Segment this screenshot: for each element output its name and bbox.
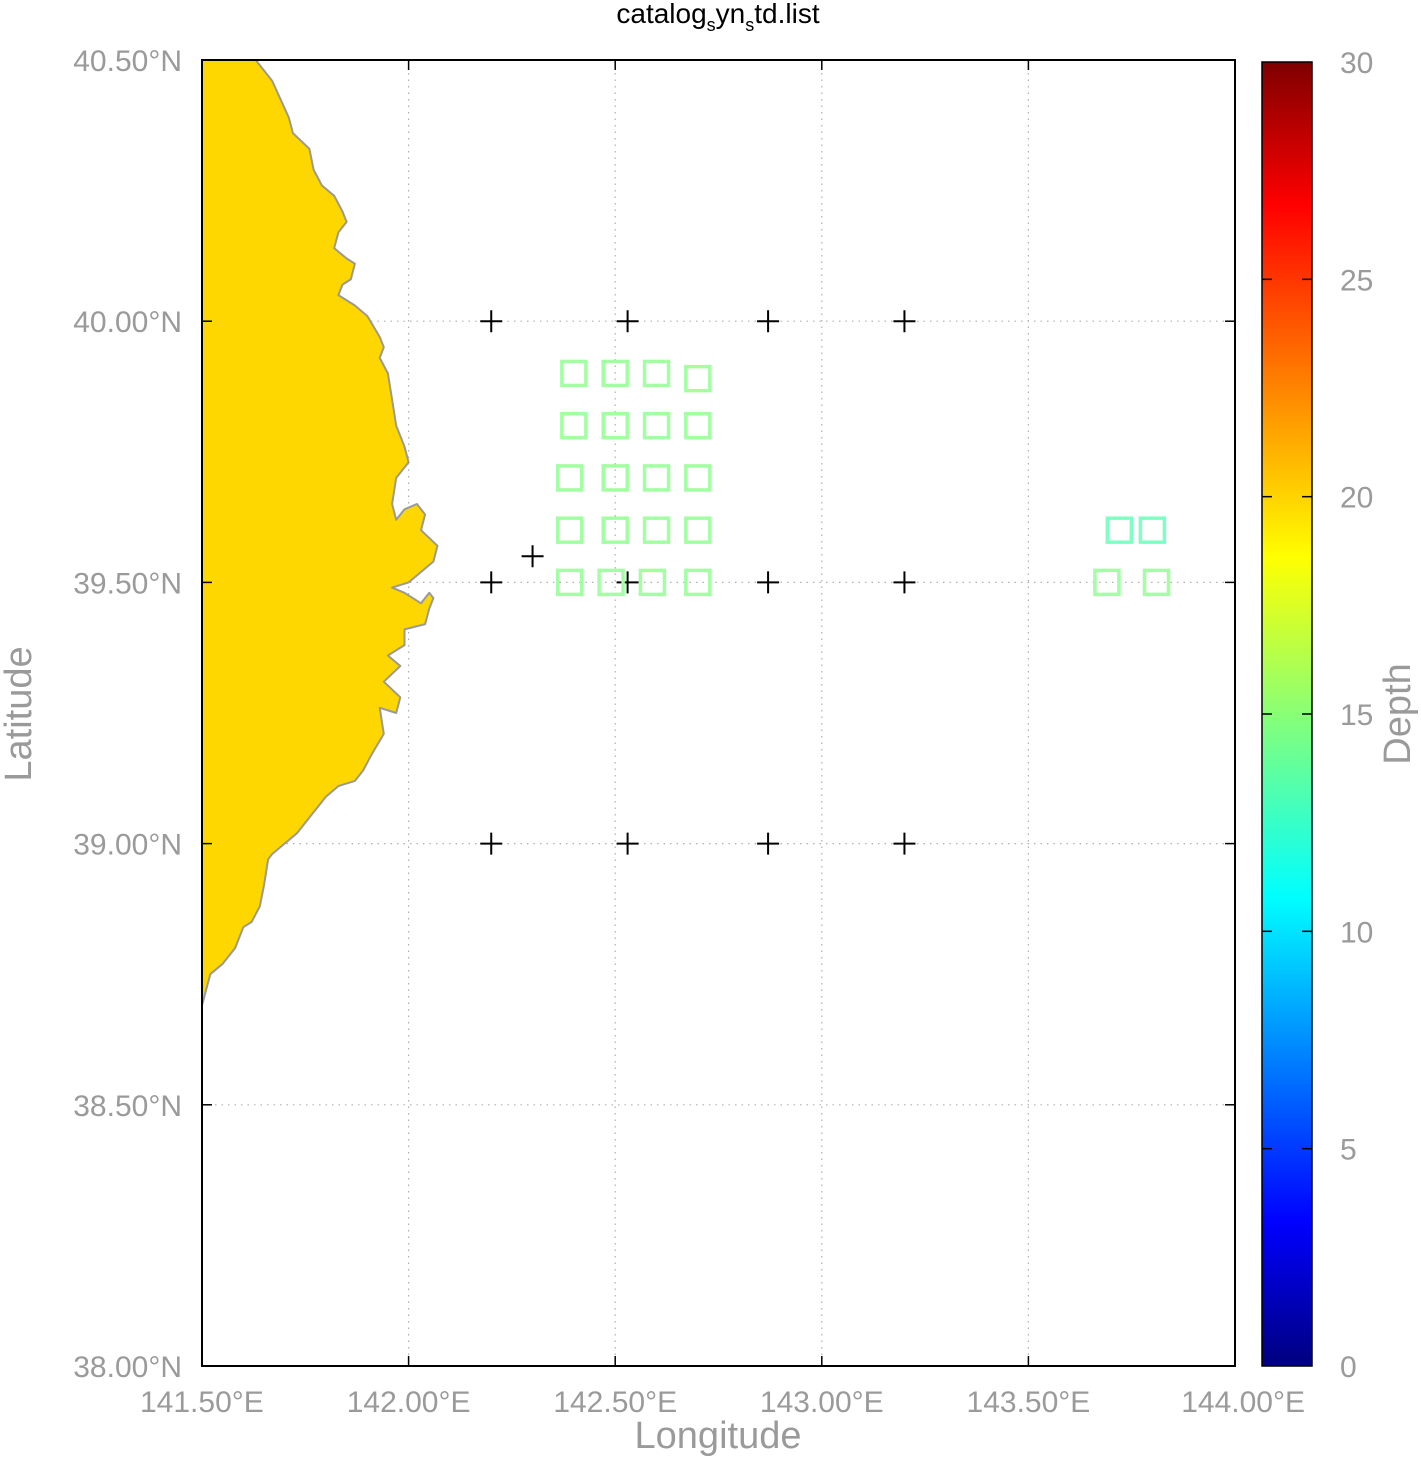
x-tick-label: 142.00°E — [347, 1386, 471, 1419]
colorbar-tick-label: 10 — [1340, 916, 1373, 949]
event-marker — [597, 568, 625, 597]
event-marker — [1142, 568, 1171, 597]
station-marker — [616, 832, 639, 855]
land-area — [202, 60, 439, 1025]
event-markers — [555, 359, 1171, 597]
coastline-layer — [202, 60, 439, 1025]
event-marker — [1138, 516, 1167, 544]
y-tick-label: 40.00°N — [73, 306, 182, 339]
colorbar-tick-label: 30 — [1340, 47, 1373, 80]
station-marker — [893, 310, 916, 333]
x-axis-title: Longitude — [635, 1415, 802, 1457]
event-marker — [555, 464, 584, 492]
station-marker — [480, 571, 503, 594]
event-marker — [1105, 516, 1134, 544]
x-tick-label: 143.00°E — [760, 1386, 884, 1419]
y-axis-title: Latitude — [0, 646, 40, 781]
y-tick-label: 39.50°N — [73, 567, 182, 600]
station-marker — [893, 571, 916, 594]
event-marker — [684, 411, 712, 440]
event-marker — [638, 568, 667, 597]
chart-title: catalogsynstd.list — [616, 0, 819, 35]
colorbar-tick-label: 20 — [1340, 482, 1373, 515]
x-tick-label: 141.50°E — [140, 1386, 264, 1419]
y-tick-label: 38.50°N — [73, 1090, 182, 1123]
event-marker — [601, 516, 629, 544]
station-markers — [480, 310, 916, 855]
station-marker — [616, 310, 639, 333]
colorbar-tick-label: 25 — [1340, 264, 1373, 297]
event-marker — [601, 464, 629, 492]
event-marker — [642, 411, 671, 440]
event-marker — [642, 464, 671, 492]
event-marker — [555, 516, 584, 544]
station-marker — [480, 832, 503, 855]
event-marker — [684, 516, 712, 544]
event-marker — [642, 516, 671, 544]
y-tick-label: 39.00°N — [73, 829, 182, 862]
station-marker — [616, 571, 639, 594]
colorbar-tick-label: 0 — [1340, 1351, 1357, 1384]
colorbar-tick-label: 15 — [1340, 699, 1373, 732]
event-marker — [684, 364, 712, 393]
event-marker — [560, 411, 588, 440]
station-marker — [480, 310, 503, 333]
plot-frame — [201, 59, 1236, 1367]
event-marker — [642, 359, 671, 388]
event-marker — [684, 568, 712, 597]
event-marker — [555, 568, 584, 597]
station-marker — [757, 310, 780, 333]
station-marker — [757, 832, 780, 855]
x-tick-label: 144.00°E — [1181, 1386, 1305, 1419]
colorbar-tick-label: 5 — [1340, 1134, 1357, 1167]
colorbar-ticks: 0 5 10 15 20 25 30 — [1262, 47, 1373, 1384]
y-tick-label: 40.50°N — [73, 45, 182, 78]
station-marker — [521, 545, 544, 568]
x-axis-ticks: 141.50°E 142.00°E 142.50°E 143.00°E 143.50°E… — [140, 60, 1305, 1419]
y-axis-ticks: 38.00°N 38.50°N 39.00°N 39.50°N 40.00°N 40.50… — [73, 45, 1235, 1384]
event-marker — [560, 359, 588, 388]
event-marker — [1093, 568, 1121, 597]
event-marker — [601, 411, 629, 440]
y-tick-label: 38.00°N — [73, 1351, 182, 1384]
x-tick-label: 142.50°E — [553, 1386, 677, 1419]
event-marker — [684, 464, 712, 492]
event-marker — [601, 359, 629, 388]
x-tick-label: 143.50°E — [967, 1386, 1091, 1419]
station-marker — [757, 571, 780, 594]
colorbar-title: Depth — [1377, 663, 1419, 764]
station-marker — [893, 832, 916, 855]
